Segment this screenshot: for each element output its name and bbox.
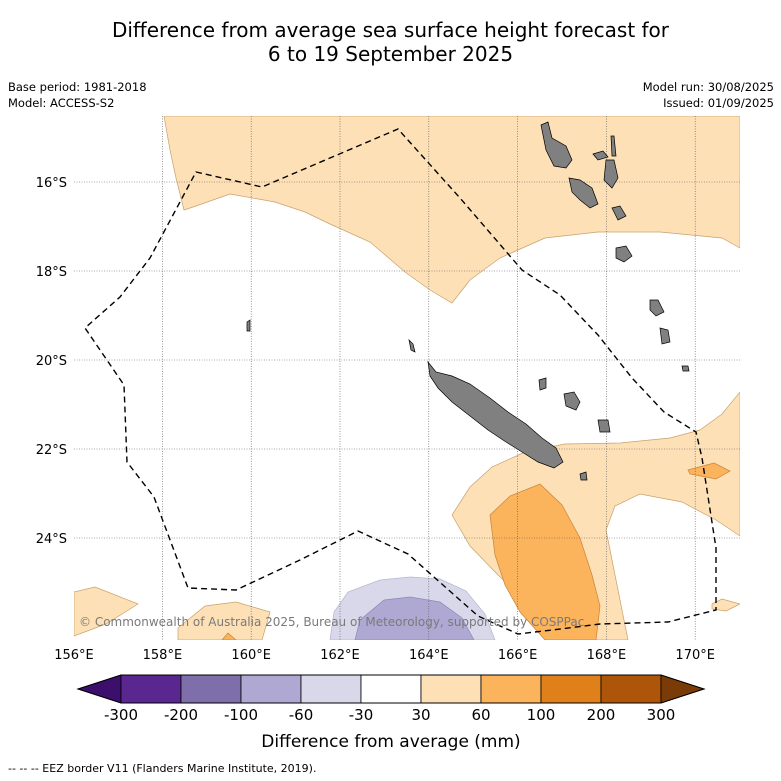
- map-title: Difference from average sea surface heig…: [0, 18, 781, 66]
- title-line-2: 6 to 19 September 2025: [267, 42, 514, 66]
- colorbar-segment: [120, 674, 182, 704]
- lon-label-170e: 170°E: [675, 648, 715, 663]
- lat-label-22s: 22°S: [36, 443, 67, 458]
- lon-label-168e: 168°E: [587, 648, 627, 663]
- colorbar-tick: -60: [289, 706, 314, 724]
- colorbar-extend-low: [76, 674, 122, 704]
- land-aneityum: [659, 327, 671, 345]
- colorbar-segment: [300, 674, 362, 704]
- lon-label-162e: 162°E: [320, 648, 360, 663]
- land-loyalty-island-3: [597, 419, 611, 433]
- meta-left: Base period: 1981-2018 Model: ACCESS-S2: [8, 79, 147, 111]
- map-area: [74, 116, 740, 640]
- colorbar-tick: 300: [647, 706, 676, 724]
- colorbar-segment: [480, 674, 542, 704]
- colorbar-tick: -30: [349, 706, 374, 724]
- colorbar-tick: 30: [411, 706, 430, 724]
- anomaly-fill-south-centre: [177, 601, 271, 640]
- anomaly-fill-far-east: [711, 598, 740, 612]
- lon-label-156e: 156°E: [54, 648, 94, 663]
- land-erromango: [615, 245, 633, 263]
- colorbar-segment: [240, 674, 302, 704]
- lat-label-24s: 24°S: [36, 532, 67, 547]
- anomaly-fill-south-centre-strong: [221, 632, 237, 640]
- colorbar-tick: 200: [587, 706, 616, 724]
- land-small-island-east: [681, 365, 690, 372]
- colorbar-tick: -100: [224, 706, 258, 724]
- copyright-watermark: © Commonwealth of Australia 2025, Bureau…: [79, 615, 584, 629]
- colorbar-tick: 100: [527, 706, 556, 724]
- colorbar-segment: [600, 674, 662, 704]
- colorbar-tick: -200: [164, 706, 198, 724]
- colorbar: -300 -200 -100 -60 -30 30 60 100 200 300…: [76, 674, 706, 752]
- colorbar-segment: [540, 674, 602, 704]
- land-tanna: [649, 299, 665, 317]
- base-period-label: Base period: 1981-2018: [8, 80, 147, 94]
- land-malakula: [568, 177, 599, 209]
- lon-label-158e: 158°E: [143, 648, 183, 663]
- lat-label-18s: 18°S: [36, 265, 67, 280]
- lat-label-20s: 20°S: [36, 354, 67, 369]
- colorbar-title: Difference from average (mm): [261, 732, 520, 752]
- lon-label-160e: 160°E: [231, 648, 271, 663]
- land-vanuatu-island-2: [592, 150, 609, 161]
- anomaly-fill-far-east-strong: [687, 462, 731, 480]
- colorbar-segment: [420, 674, 482, 704]
- anomaly-fill-negative-medium: [354, 596, 475, 640]
- land-isle-of-pines: [579, 471, 588, 481]
- meta-right: Model run: 30/08/2025 Issued: 01/09/2025: [643, 79, 774, 111]
- title-line-1: Difference from average sea surface heig…: [111, 18, 670, 42]
- land-new-caledonia: [427, 360, 564, 469]
- colorbar-outline: [76, 674, 706, 704]
- lon-axis-labels: 156°E 158°E 160°E 162°E 164°E 166°E 168°…: [54, 648, 715, 663]
- land-loyalty-island-2: [563, 391, 581, 411]
- lon-label-166e: 166°E: [498, 648, 538, 663]
- anomaly-fill-north: [163, 116, 740, 304]
- land-efate: [611, 205, 627, 221]
- land-vanuatu-island-5: [603, 159, 619, 189]
- colorbar-tick-labels: -300 -200 -100 -60 -30 30 60 100 200 300: [104, 706, 675, 724]
- eez-border: [84, 128, 717, 635]
- land-belep: [408, 338, 416, 353]
- land-vanuatu-island-3: [610, 135, 617, 157]
- issued-label: Issued: 01/09/2025: [663, 96, 774, 110]
- colorbar-segment: [180, 674, 242, 704]
- lat-axis-labels: 16°S 18°S 20°S 22°S 24°S: [36, 176, 67, 547]
- land-chesterfield: [246, 319, 251, 332]
- lon-label-164e: 164°E: [409, 648, 449, 663]
- model-label: Model: ACCESS-S2: [8, 96, 115, 110]
- land-loyalty-island-1: [538, 377, 547, 391]
- colorbar-tick: -300: [104, 706, 138, 724]
- model-run-label: Model run: 30/08/2025: [642, 80, 774, 94]
- eez-footnote: -- -- -- EEZ border V11 (Flanders Marine…: [8, 762, 317, 775]
- land-espiritu-santo: [540, 121, 573, 169]
- anomaly-fill-southwest: [74, 586, 139, 637]
- lat-label-16s: 16°S: [36, 176, 67, 191]
- gridlines: [74, 116, 740, 640]
- colorbar-segment: [360, 674, 422, 704]
- colorbar-extend-high: [660, 674, 706, 704]
- colorbar-tick: 60: [471, 706, 490, 724]
